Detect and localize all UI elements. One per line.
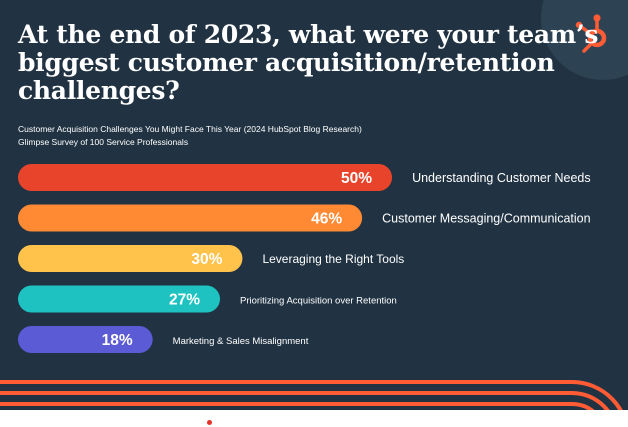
hubspot-sprocket-icon [575,14,607,53]
category-label: Customer Messaging/Communication [382,212,590,226]
red-dot [207,420,212,425]
bar [18,164,393,191]
bar-value-label: 27% [169,292,200,309]
bar-value-label: 18% [102,332,133,349]
page-title: At the end of 2023, what were your team’… [18,20,599,105]
bar-value-label: 30% [191,251,222,268]
bar-chart: 50% Understanding Customer Needs 46% Custom… [18,164,591,353]
chart-subtitle: Customer Acquisition Challenges You Migh… [18,123,362,148]
category-label: Prioritizing Acquisition over Retention [240,296,397,307]
title-line: biggest customer acquisition/retention [18,48,555,77]
subtitle-line: Customer Acquisition Challenges You Migh… [18,124,362,134]
bar [18,326,153,353]
decorative-stripes [0,380,623,410]
bar-value-label: 46% [311,211,342,228]
title-line: At the end of 2023, what were your team’… [18,20,599,49]
infographic-card: At the end of 2023, what were your team’… [0,0,628,410]
bar [18,285,220,313]
subtitle-line: Glimpse Survey of 100 Service Profession… [18,136,189,147]
bar-value-label: 50% [341,170,372,187]
category-label: Leveraging the Right Tools [262,252,404,266]
category-label: Marketing & Sales Misalignment [173,336,309,347]
category-label: Understanding Customer Needs [412,171,591,185]
title-line: challenges? [18,76,180,105]
bar [18,245,243,272]
bar [18,204,363,232]
